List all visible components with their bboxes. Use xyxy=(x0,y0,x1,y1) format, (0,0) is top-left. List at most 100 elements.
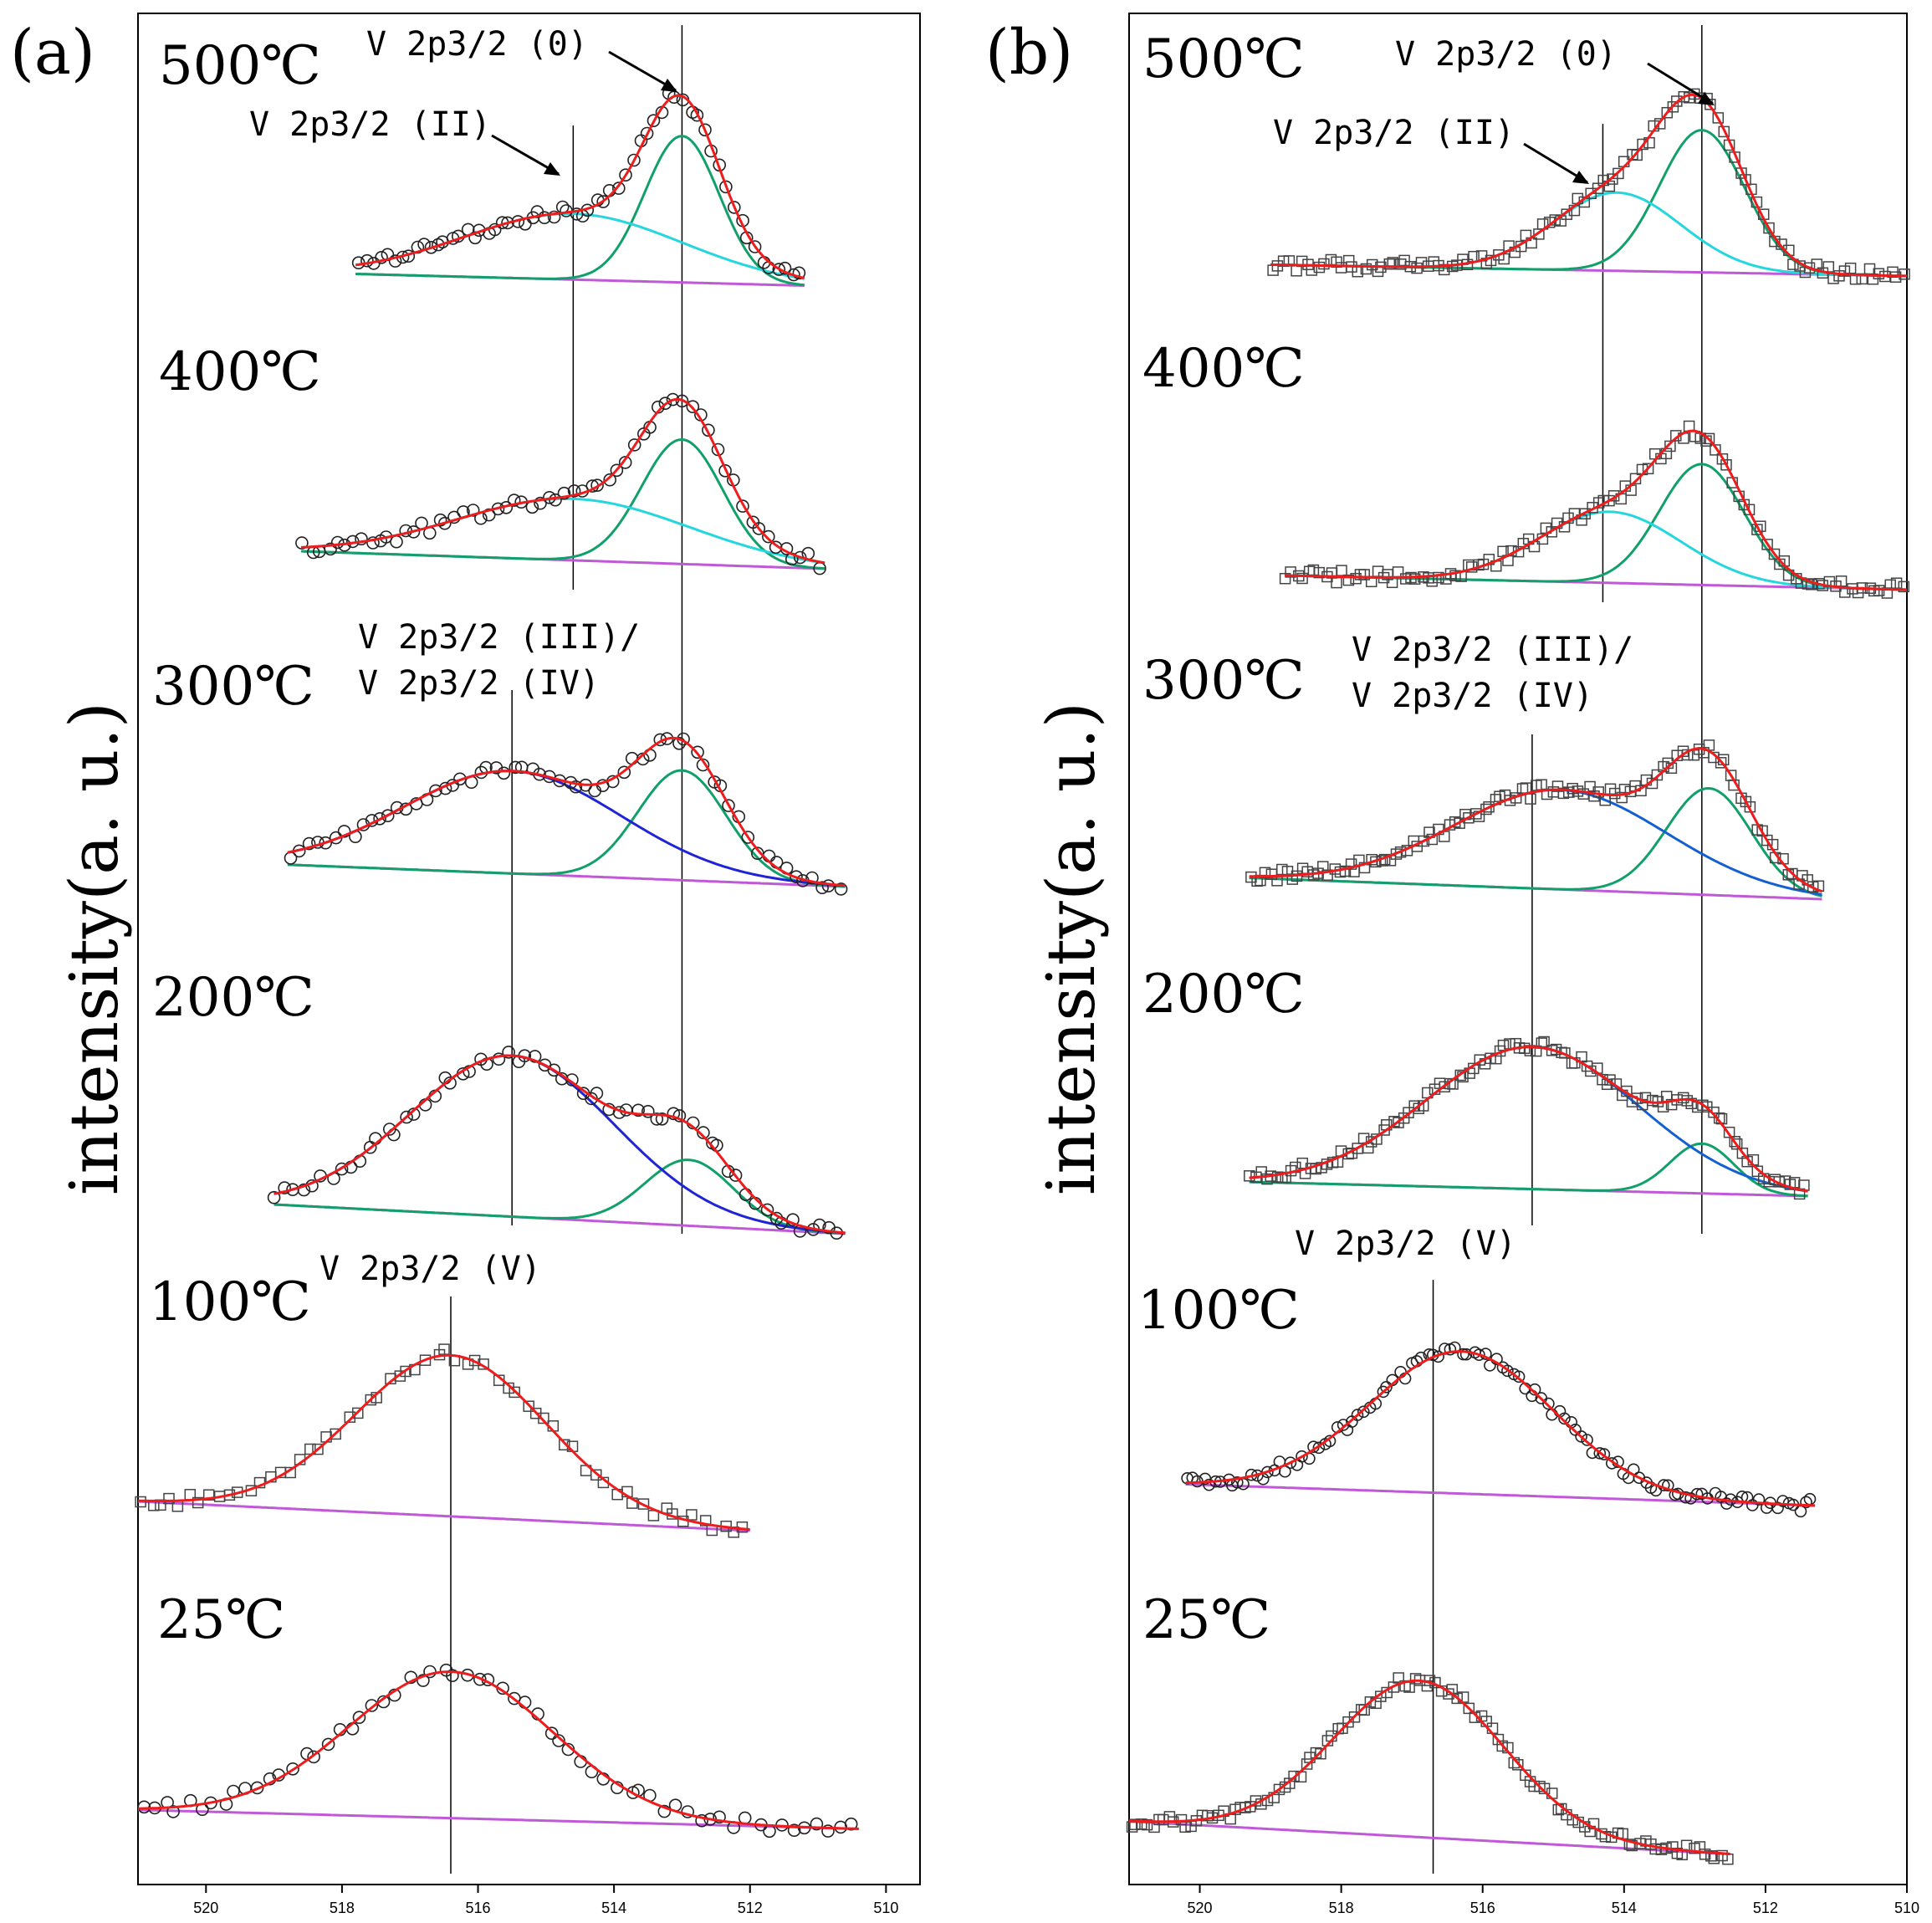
data-point xyxy=(1802,578,1814,590)
data-point xyxy=(1637,138,1648,151)
data-point xyxy=(1629,473,1642,485)
data-point xyxy=(1383,258,1396,270)
data-point xyxy=(355,532,368,546)
data-point xyxy=(502,1046,515,1059)
data-point xyxy=(675,394,689,408)
temp-label-500: 500℃ xyxy=(1142,28,1305,90)
annotation-v5: V 2p3/2 (V) xyxy=(319,1250,541,1288)
data-point xyxy=(1492,1733,1505,1746)
fitted-envelope xyxy=(1249,1046,1808,1193)
x-tick-label: 510 xyxy=(1894,1900,1919,1916)
data-point xyxy=(1593,1447,1607,1460)
data-point xyxy=(1712,112,1725,124)
data-point xyxy=(337,825,351,838)
spectrum-300℃ xyxy=(1245,739,1825,901)
data-point xyxy=(1360,263,1372,275)
data-point xyxy=(1284,1456,1297,1469)
data-point xyxy=(1710,444,1721,456)
data-point xyxy=(1525,793,1536,805)
data-point xyxy=(388,254,402,268)
data-point xyxy=(1610,1078,1623,1090)
panel-a-spectra xyxy=(135,86,859,1839)
data-point xyxy=(1597,1448,1611,1460)
data-point xyxy=(1357,1405,1370,1419)
data-point xyxy=(793,550,807,565)
data-point xyxy=(1626,1839,1638,1852)
data-point xyxy=(1512,1759,1524,1771)
data-point xyxy=(1761,834,1773,846)
x-tick-label: 520 xyxy=(193,1900,218,1916)
data-point xyxy=(787,1823,801,1837)
data-point xyxy=(1310,1163,1321,1175)
data-point xyxy=(640,126,654,141)
spectrum-100℃ xyxy=(135,1343,750,1538)
data-point xyxy=(509,1386,520,1399)
data-point xyxy=(1873,585,1885,596)
component-peak-V(III)/V(IV) xyxy=(273,1054,846,1235)
data-point xyxy=(404,1670,418,1685)
data-point xyxy=(523,1400,534,1412)
data-point xyxy=(1898,580,1910,593)
data-point xyxy=(565,1073,579,1087)
data-point xyxy=(278,1181,292,1194)
data-point xyxy=(302,836,316,851)
data-point xyxy=(1483,800,1495,813)
data-point xyxy=(1449,570,1461,582)
data-point xyxy=(547,210,561,224)
data-point xyxy=(1409,1673,1422,1685)
data-point xyxy=(319,836,333,850)
data-point xyxy=(1277,255,1290,267)
data-point xyxy=(528,1050,542,1063)
data-point xyxy=(1433,571,1444,584)
data-point xyxy=(312,1443,324,1455)
spectrum-200℃ xyxy=(1244,1036,1810,1200)
annotation-v4: V 2p3/2 (IV) xyxy=(1352,677,1593,715)
data-point xyxy=(1761,539,1773,550)
data-point xyxy=(286,1762,299,1776)
data-point xyxy=(1408,573,1421,585)
data-point xyxy=(1679,1491,1692,1504)
data-point xyxy=(307,1750,320,1764)
data-point xyxy=(192,1496,204,1509)
data-point xyxy=(650,1112,664,1126)
data-point xyxy=(1237,1477,1250,1491)
data-point xyxy=(1677,1092,1689,1104)
data-point xyxy=(805,871,819,885)
data-point xyxy=(1459,1348,1473,1361)
temp-label-400: 400℃ xyxy=(159,341,321,403)
data-point xyxy=(365,1699,379,1712)
spectrum-25℃ xyxy=(137,1663,859,1839)
panel-a-frame xyxy=(137,13,921,1885)
data-point xyxy=(360,253,374,268)
data-point xyxy=(297,1183,311,1197)
data-point xyxy=(324,542,337,556)
data-point xyxy=(1579,508,1591,519)
x-tick-label: 518 xyxy=(1329,1900,1354,1916)
data-point xyxy=(250,1781,264,1795)
data-point xyxy=(1551,780,1564,792)
data-point xyxy=(375,250,388,264)
fitted-envelope xyxy=(1284,429,1908,591)
data-point xyxy=(1296,1450,1308,1463)
data-point xyxy=(810,1817,824,1831)
panel-a-ylabel: intensity(a. u.) xyxy=(55,702,133,1195)
component-peak-V(0) xyxy=(287,769,846,888)
fitted-envelope xyxy=(1249,747,1823,893)
panel-a-x-axis: 520 518 516 514 512 510 xyxy=(193,1885,898,1916)
component-peak-V(0) xyxy=(1249,786,1822,898)
data-point xyxy=(1312,1441,1326,1455)
data-point xyxy=(736,499,749,513)
fitted-envelope xyxy=(287,736,846,887)
data-point xyxy=(352,1711,366,1724)
data-point xyxy=(137,1800,151,1814)
data-point xyxy=(1776,1495,1789,1507)
data-point xyxy=(497,766,511,780)
data-point xyxy=(1616,791,1628,804)
panel-b-letter: (b) xyxy=(985,17,1073,89)
data-point xyxy=(446,1669,459,1682)
data-point xyxy=(1751,1165,1764,1178)
data-point xyxy=(1454,1069,1467,1082)
data-point xyxy=(1720,459,1732,471)
data-point xyxy=(834,882,848,896)
data-point xyxy=(727,201,741,214)
